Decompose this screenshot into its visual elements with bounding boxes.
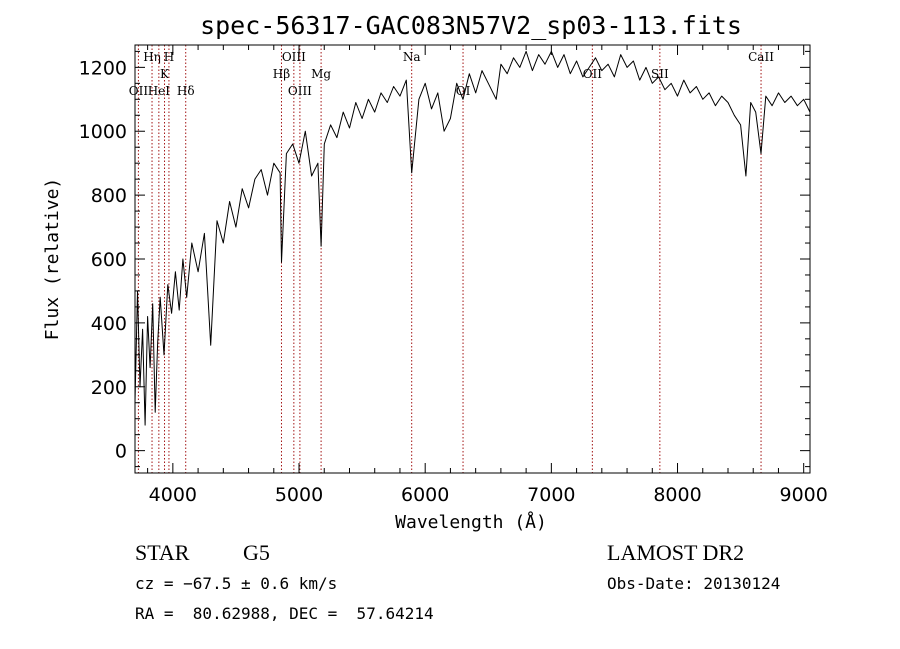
- line-marker-label-2: K: [160, 67, 170, 81]
- line-marker-label-7: OIII: [282, 50, 306, 64]
- line-marker-label-11: OI: [456, 84, 471, 98]
- y-tick-label: 400: [91, 313, 127, 335]
- line-marker-label-3: H: [164, 50, 174, 64]
- line-marker-label-4: HeI: [148, 84, 171, 98]
- object-class: STAR: [135, 540, 190, 565]
- ra-dec: RA = 80.62988, DEC = 57.64214: [135, 604, 434, 623]
- y-tick-label: 600: [91, 249, 127, 271]
- x-tick-label: 9000: [780, 484, 828, 506]
- observation-date: Obs-Date: 20130124: [607, 574, 781, 593]
- y-tick-label: 200: [91, 377, 127, 399]
- line-marker-label-14: CaII: [748, 50, 774, 64]
- x-axis: 4000 5000 6000 7000 8000 9000: [147, 45, 828, 506]
- spectrum-series: [134, 50, 811, 426]
- x-tick-label: 8000: [653, 484, 701, 506]
- line-marker-label-5: Hδ: [177, 84, 195, 98]
- emission-line-markers: OII Hη KH HeI Hδ Hβ OIII OIII Mg Na OI OII SII CaII: [129, 45, 774, 473]
- line-marker-label-8: OIII: [288, 84, 312, 98]
- x-tick-label: 4000: [149, 484, 197, 506]
- survey-name: LAMOST DR2: [607, 540, 745, 565]
- y-axis-label: Flux (relative): [42, 178, 63, 341]
- y-tick-label: 1000: [79, 121, 127, 143]
- object-subclass: G5: [243, 540, 270, 565]
- spectrum-line-0: [134, 50, 811, 426]
- x-tick-label: 6000: [401, 484, 449, 506]
- y-tick-label: 800: [91, 185, 127, 207]
- x-tick-label: 5000: [275, 484, 323, 506]
- line-marker-label-9: Mg: [311, 67, 331, 81]
- plot-frame: [134, 44, 811, 474]
- y-tick-label: 0: [115, 441, 127, 463]
- redshift-cz: cz = −67.5 ± 0.6 km/s: [135, 574, 338, 593]
- line-marker-label-0: OII: [129, 84, 149, 98]
- x-tick-label: 7000: [527, 484, 575, 506]
- x-axis-label: Wavelength (Å): [395, 511, 547, 533]
- line-marker-label-10: Na: [403, 50, 421, 64]
- line-marker-label-13: SII: [651, 67, 669, 81]
- y-tick-label: 1200: [79, 57, 127, 79]
- line-marker-label-6: Hβ: [273, 67, 290, 81]
- y-axis: 0 200 400 600 800 1000 1200: [79, 50, 810, 468]
- line-marker-label-12: OII: [583, 67, 603, 81]
- line-marker-label-1: Hη: [143, 50, 161, 64]
- chart-title: spec-56317-GAC083N57V2_sp03-113.fits: [200, 11, 742, 40]
